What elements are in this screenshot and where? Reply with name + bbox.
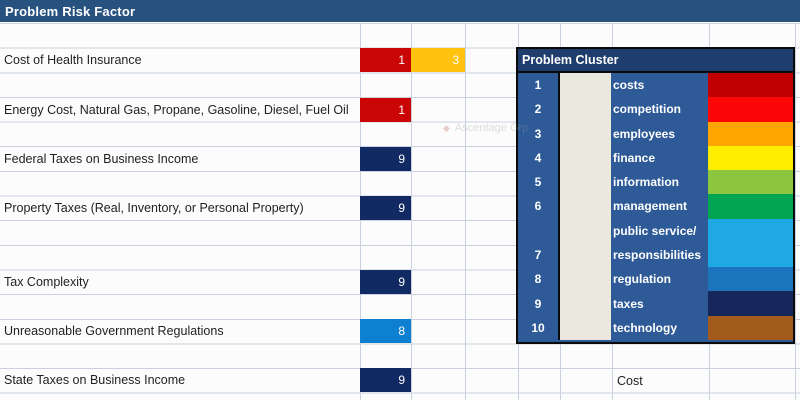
legend-header: Problem Cluster	[518, 49, 793, 73]
legend-row: 1 costs	[518, 73, 793, 98]
table-row: State Taxes on Business Income 9	[0, 368, 520, 392]
legend-color-swatch	[708, 145, 793, 171]
legend-row: 5 information	[518, 170, 793, 195]
risk-value-cell[interactable]: 9	[360, 147, 411, 171]
table-row: Energy Cost, Natural Gas, Propane, Gasol…	[0, 98, 520, 122]
legend-number: 6	[534, 199, 542, 214]
table-row: Property Taxes (Real, Inventory, or Pers…	[0, 196, 520, 220]
legend-color-swatch	[708, 291, 793, 316]
risk-factor-label[interactable]: Cost of Health Insurance	[4, 53, 142, 67]
risk-factor-label[interactable]: Tax Complexity	[4, 275, 89, 289]
legend-color-swatch	[708, 73, 793, 98]
legend-body: 1 costs 2 competition 3 employees 4 fin	[518, 73, 793, 340]
legend-label: management	[613, 199, 688, 214]
table-row: Federal Taxes on Business Income 9	[0, 147, 520, 171]
legend-spacer-cell	[558, 73, 611, 98]
table-row: Tax Complexity 9	[0, 270, 520, 294]
legend-label: competition	[613, 102, 681, 117]
legend-color-swatch	[708, 97, 793, 122]
legend-title: Problem Cluster	[522, 53, 619, 67]
legend-spacer-cell	[558, 315, 611, 340]
legend-label: employees	[613, 126, 676, 141]
sheet-title-bar: Problem Risk Factor	[0, 0, 800, 22]
risk-factor-label[interactable]: Energy Cost, Natural Gas, Propane, Gasol…	[4, 103, 349, 117]
risk-value-cell[interactable]: 9	[360, 270, 411, 294]
risk-value-cell[interactable]: 9	[360, 368, 411, 392]
legend-spacer-cell	[558, 145, 611, 171]
legend-number: 7	[534, 247, 542, 262]
legend-label: finance	[613, 150, 656, 165]
gridline-vertical	[795, 23, 796, 400]
legend-color-swatch	[708, 121, 793, 146]
legend-row: 10 technology	[518, 315, 793, 340]
legend-number: 5	[534, 175, 542, 190]
watermark-icon: ◆	[443, 123, 450, 133]
legend-label: responsibilities	[613, 247, 702, 262]
legend-spacer-cell	[558, 121, 611, 146]
legend-number: 2	[534, 102, 542, 117]
legend-label: regulation	[613, 272, 672, 287]
cost-cell[interactable]: Cost	[617, 374, 643, 388]
legend-spacer-cell	[558, 218, 611, 243]
legend-number: 10	[531, 320, 545, 335]
legend-row: 2 competition	[518, 97, 793, 122]
risk-value-cell[interactable]: 9	[360, 196, 411, 220]
legend-color-swatch	[708, 267, 793, 292]
legend-number: 1	[534, 78, 542, 93]
legend-color-swatch	[708, 170, 793, 195]
legend-number: 9	[534, 296, 542, 311]
risk-value-cell[interactable]: 8	[360, 319, 411, 343]
legend-row: 6 management	[518, 194, 793, 219]
legend-color-swatch	[708, 242, 793, 268]
legend-spacer-cell	[558, 194, 611, 219]
legend-spacer-cell	[558, 97, 611, 122]
risk-factor-label[interactable]: State Taxes on Business Income	[4, 373, 186, 387]
legend-row: 7 responsibilities	[518, 242, 793, 268]
legend-color-swatch	[708, 218, 793, 243]
legend-color-swatch	[708, 194, 793, 219]
legend-row: 4 finance	[518, 145, 793, 171]
legend-label: costs	[613, 78, 645, 93]
legend-label: taxes	[613, 296, 644, 311]
legend-row: 3 employees	[518, 121, 793, 146]
risk-value-cell[interactable]: 3	[411, 48, 465, 72]
legend-spacer-cell	[558, 170, 611, 195]
legend-label: public service/	[613, 223, 697, 238]
table-row: Unreasonable Government Regulations 8	[0, 319, 520, 343]
risk-value-cell[interactable]: 1	[360, 48, 411, 72]
legend-number	[518, 219, 558, 243]
legend-spacer-cell	[558, 291, 611, 316]
page-title: Problem Risk Factor	[5, 3, 136, 19]
legend-row: 8 regulation	[518, 267, 793, 292]
legend-number: 8	[534, 272, 542, 287]
legend-spacer-cell	[558, 242, 611, 268]
legend-row: public service/	[518, 218, 793, 243]
risk-factor-label[interactable]: Unreasonable Government Regulations	[4, 324, 224, 338]
legend-label: information	[613, 175, 679, 190]
risk-factor-label[interactable]: Federal Taxes on Business Income	[4, 152, 199, 166]
legend-number: 3	[534, 126, 542, 141]
legend-number: 4	[534, 150, 542, 165]
legend-color-swatch	[708, 315, 793, 340]
problem-cluster-legend: Problem Cluster 1 costs 2 competition 3 …	[516, 47, 795, 344]
legend-row: 9 taxes	[518, 291, 793, 316]
table-row: Cost of Health Insurance 1 3	[0, 48, 520, 72]
risk-factor-label[interactable]: Property Taxes (Real, Inventory, or Pers…	[4, 201, 304, 215]
legend-label: technology	[613, 320, 678, 335]
legend-spacer-cell	[558, 267, 611, 292]
risk-value-cell[interactable]: 1	[360, 98, 411, 122]
